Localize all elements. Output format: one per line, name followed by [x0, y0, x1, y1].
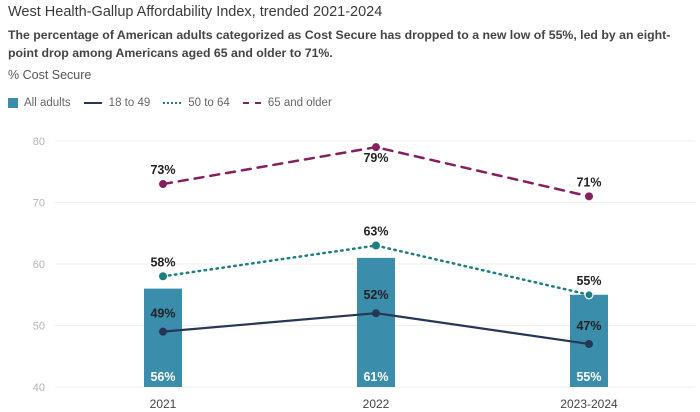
data-point — [584, 290, 594, 300]
legend-item-all-adults: All adults — [8, 97, 71, 109]
legend-label: 18 to 49 — [108, 97, 151, 109]
bar-data-label: 61% — [363, 370, 388, 384]
chart-subtitle: The percentage of American adults catego… — [8, 28, 671, 60]
data-point — [159, 180, 167, 189]
bar-all-adults — [357, 257, 395, 387]
y-tick-label: 60 — [33, 259, 45, 271]
data-point — [372, 309, 380, 318]
y-tick-label: 40 — [33, 382, 45, 394]
legend-swatch-dashed-line — [242, 102, 261, 104]
legend: All adults 18 to 49 50 to 64 65 and olde… — [8, 97, 345, 109]
line-data-label: 58% — [150, 255, 175, 269]
legend-label: 65 and older — [267, 97, 332, 109]
line-data-label: 71% — [576, 175, 601, 189]
legend-swatch-dotted-line — [163, 102, 182, 104]
legend-label: All adults — [24, 97, 71, 109]
legend-item-50-to-64: 50 to 64 — [163, 97, 230, 109]
line-data-label: 55% — [576, 274, 601, 288]
data-point — [159, 272, 167, 281]
line-data-label: 47% — [576, 319, 601, 333]
data-point — [159, 327, 167, 336]
legend-item-65-and-older: 65 and older — [242, 97, 332, 109]
y-tick-label: 50 — [33, 321, 45, 333]
data-point — [585, 339, 593, 348]
line-data-label: 63% — [363, 225, 388, 239]
data-point — [372, 241, 380, 250]
measure-label: % Cost Secure — [8, 68, 92, 82]
data-point — [585, 192, 593, 201]
bar-data-label: 56% — [150, 370, 175, 384]
data-point — [372, 143, 380, 152]
line-data-label: 52% — [363, 288, 388, 302]
y-tick-label: 80 — [33, 136, 45, 148]
chart-title: West Health-Gallup Affordability Index, … — [8, 4, 383, 20]
line-data-label: 49% — [150, 307, 175, 321]
bar-all-adults — [144, 288, 182, 387]
line-data-label: 73% — [150, 163, 175, 177]
legend-swatch-solid-line — [83, 102, 102, 104]
bar-data-label: 55% — [576, 370, 601, 384]
line-data-label: 79% — [363, 151, 388, 165]
x-tick-label: 2022 — [363, 397, 390, 411]
y-tick-label: 70 — [33, 198, 45, 210]
x-tick-label: 2021 — [150, 397, 177, 411]
x-tick-label: 2023-2024 — [560, 397, 618, 411]
legend-label: 50 to 64 — [188, 97, 230, 109]
legend-swatch-bar — [8, 98, 18, 108]
legend-item-18-to-49: 18 to 49 — [83, 97, 151, 109]
